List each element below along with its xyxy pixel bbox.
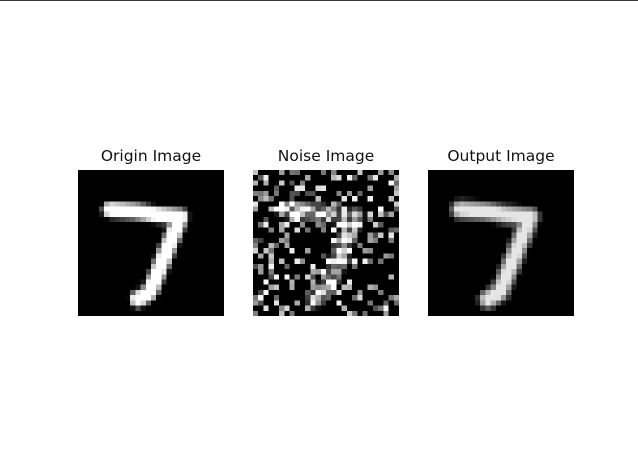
origin-image-panel: Origin Image: [78, 146, 224, 316]
noise-image-panel: Noise Image: [253, 146, 399, 316]
noise-image: [253, 170, 399, 316]
origin-image: [78, 170, 224, 316]
output-image-title: Output Image: [447, 147, 555, 165]
output-image: [428, 170, 574, 316]
top-border-line: [0, 0, 638, 1]
output-image-panel: Output Image: [428, 146, 574, 316]
noise-image-title: Noise Image: [277, 147, 375, 165]
origin-image-title: Origin Image: [100, 147, 202, 165]
